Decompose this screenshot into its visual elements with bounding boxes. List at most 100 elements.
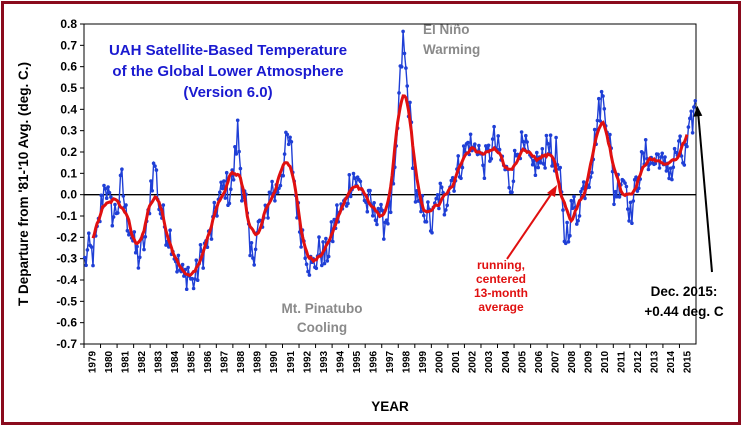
monthly-point [135, 244, 139, 249]
x-tick-label: 1998 [402, 350, 413, 373]
monthly-point [233, 145, 237, 149]
chart-title-line: UAH Satellite-Based Temperature [109, 42, 347, 59]
monthly-point [521, 139, 525, 144]
monthly-point [184, 287, 189, 292]
monthly-point [109, 195, 113, 199]
monthly-point [270, 179, 274, 184]
monthly-point [150, 189, 154, 193]
x-tick-label: 1980 [104, 350, 115, 373]
monthly-point [384, 218, 389, 222]
monthly-point [587, 185, 591, 190]
monthly-point [668, 166, 673, 171]
monthly-point [540, 147, 545, 151]
monthly-point [627, 219, 631, 223]
monthly-point [580, 187, 585, 191]
monthly-point [317, 235, 321, 239]
monthly-point [307, 273, 312, 277]
monthly-point [331, 239, 335, 244]
monthly-point [397, 91, 401, 95]
monthly-point [439, 185, 444, 189]
monthly-point [536, 165, 540, 170]
monthly-point [138, 255, 142, 260]
running-average-arrow-head [547, 185, 557, 197]
monthly-point [230, 168, 234, 172]
monthly-point [512, 148, 517, 153]
monthly-point [660, 151, 664, 156]
x-tick-label: 1997 [385, 350, 396, 373]
monthly-point [373, 218, 378, 223]
monthly-point [118, 173, 123, 178]
x-tick-label: 2011 [617, 351, 628, 373]
y-tick-label: -0.3 [56, 252, 77, 266]
monthly-point [190, 276, 194, 281]
monthly-point [583, 196, 587, 201]
monthly-point [628, 200, 633, 205]
y-tick-label: -0.6 [56, 316, 77, 330]
monthly-point [372, 201, 376, 205]
monthly-point [630, 221, 634, 225]
monthly-point [576, 219, 580, 223]
monthly-point [85, 248, 90, 252]
monthly-point [461, 144, 466, 148]
monthly-point [659, 155, 663, 159]
monthly-point [438, 181, 443, 186]
monthly-point [303, 256, 308, 260]
monthly-point [275, 190, 280, 195]
x-tick-label: 1992 [302, 350, 313, 373]
monthly-point [282, 152, 287, 156]
monthly-point [358, 179, 363, 184]
monthly-point [180, 262, 185, 267]
x-tick-label: 2014 [666, 350, 677, 373]
monthly-point [408, 100, 412, 105]
running-average-arrow-shaft [506, 189, 555, 260]
pinatubo-annotation: Mt. Pinatubo [282, 301, 363, 316]
monthly-point [685, 144, 689, 149]
monthly-point [570, 206, 575, 211]
monthly-point [672, 146, 677, 151]
y-tick-label: 0.4 [60, 102, 77, 116]
y-tick-label: 0.3 [60, 124, 77, 138]
monthly-point [314, 266, 319, 271]
monthly-point [485, 147, 490, 151]
y-tick-label: 0.2 [60, 145, 77, 159]
monthly-point [346, 201, 350, 206]
monthly-point [329, 220, 334, 224]
x-tick-label: 2006 [534, 350, 545, 373]
monthly-point [671, 165, 676, 169]
monthly-point [84, 263, 88, 268]
monthly-point [238, 166, 243, 171]
monthly-point [368, 188, 372, 193]
monthly-point [82, 255, 87, 260]
monthly-point [347, 173, 352, 177]
monthly-point [546, 141, 550, 146]
monthly-point [413, 200, 418, 204]
monthly-point [595, 118, 600, 123]
monthly-point [365, 209, 370, 214]
monthly-point [121, 194, 126, 198]
monthly-point [466, 140, 470, 145]
monthly-point [273, 199, 277, 203]
monthly-point [116, 211, 120, 215]
x-tick-label: 1984 [170, 350, 181, 373]
monthly-point [590, 170, 594, 175]
x-tick-label: 1983 [153, 350, 164, 373]
monthly-point [539, 161, 543, 165]
monthly-point [195, 278, 200, 283]
monthly-point [248, 253, 252, 258]
monthly-point [510, 190, 514, 195]
monthly-point [663, 155, 667, 159]
monthly-point [304, 262, 309, 267]
monthly-point [449, 178, 454, 183]
last-value-annotation: Dec. 2015: [651, 284, 718, 299]
monthly-point [634, 175, 638, 179]
x-tick-label: 2009 [583, 350, 594, 373]
monthly-point [375, 222, 379, 227]
monthly-point [456, 154, 461, 158]
monthly-point [223, 196, 228, 200]
monthly-point [229, 187, 233, 191]
monthly-point [149, 179, 153, 183]
y-tick-label: 0.5 [60, 81, 77, 95]
monthly-point [481, 163, 485, 168]
y-tick-label: 0.7 [60, 38, 77, 52]
monthly-point [322, 261, 327, 266]
